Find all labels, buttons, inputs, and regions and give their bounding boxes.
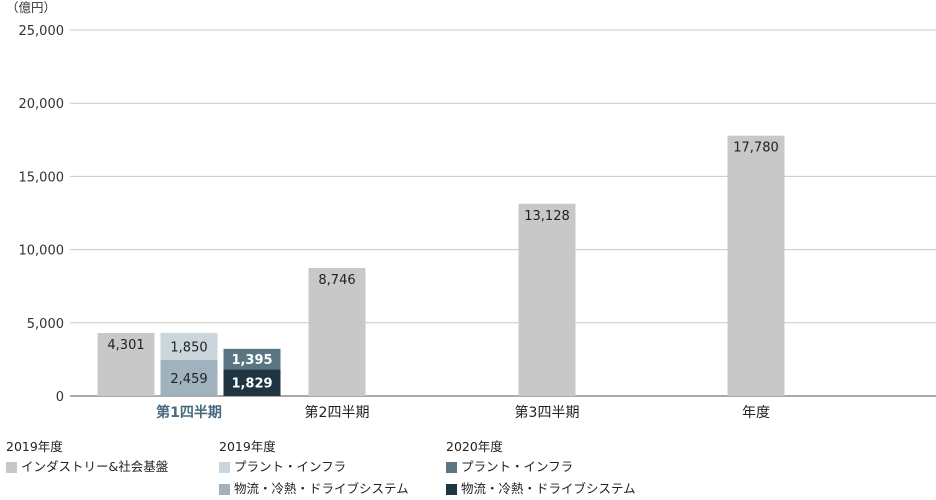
bar <box>518 203 576 396</box>
data-label: 13,128 <box>524 209 570 224</box>
legend-label: 物流・冷熱・ドライブシステム <box>461 481 636 496</box>
legend-header: 2019年度 <box>219 439 276 454</box>
data-label: 8,746 <box>318 273 355 288</box>
legend-group-1: 2019年度 プラント・インフラ 物流・冷熱・ドライブシステム <box>219 438 409 500</box>
data-label: 1,850 <box>170 340 207 355</box>
bar <box>223 348 281 370</box>
data-label: 1,395 <box>231 353 272 368</box>
data-label: 17,780 <box>733 141 779 156</box>
bar <box>160 360 218 396</box>
x-category-label: 第1四半期 <box>156 404 222 421</box>
bar <box>727 135 785 396</box>
bar <box>223 369 281 396</box>
x-category-label: 年度 <box>742 405 770 421</box>
legend-item: インダストリー&社会基盤 <box>6 456 168 478</box>
legend-group-0: 2019年度 インダストリー&社会基盤 <box>6 438 168 478</box>
legend-label: プラント・インフラ <box>461 459 574 474</box>
bar <box>308 267 366 396</box>
legend-swatch <box>446 461 457 473</box>
legend-item: プラント・インフラ <box>446 456 636 478</box>
bar <box>160 332 218 361</box>
bar <box>97 333 155 396</box>
y-tick-label: 5,000 <box>27 317 64 332</box>
bar-chart: （億円） 0 5,000 10,000 15,000 20,000 25,000 第1四半期 第… <box>6 0 936 421</box>
x-category-label: 第2四半期 <box>305 404 370 421</box>
legend-item: 物流・冷熱・ドライブシステム <box>219 478 409 500</box>
legend-swatch <box>446 483 457 495</box>
legend-header: 2019年度 <box>6 439 63 454</box>
legend-swatch <box>219 461 230 473</box>
legend-swatch <box>6 461 17 473</box>
legend-header: 2020年度 <box>446 439 503 454</box>
y-tick-label: 0 <box>56 390 64 405</box>
x-category-label: 第3四半期 <box>515 404 580 421</box>
legend-group-2: 2020年度 プラント・インフラ 物流・冷熱・ドライブシステム <box>446 438 636 500</box>
legend-label: インダストリー&社会基盤 <box>21 459 169 474</box>
y-unit-label: （億円） <box>6 0 56 15</box>
data-label: 4,301 <box>107 338 144 353</box>
data-label: 1,829 <box>231 377 272 392</box>
y-tick-label: 20,000 <box>19 97 65 112</box>
y-tick-label: 15,000 <box>19 170 65 185</box>
legend-item: 物流・冷熱・ドライブシステム <box>446 478 636 500</box>
legend-label: 物流・冷熱・ドライブシステム <box>234 481 409 496</box>
y-tick-label: 10,000 <box>19 244 65 259</box>
data-label: 2,459 <box>170 372 207 387</box>
legend-item: プラント・インフラ <box>219 456 409 478</box>
legend-label: プラント・インフラ <box>234 459 347 474</box>
legend-swatch <box>219 483 230 495</box>
y-tick-label: 25,000 <box>19 24 65 39</box>
